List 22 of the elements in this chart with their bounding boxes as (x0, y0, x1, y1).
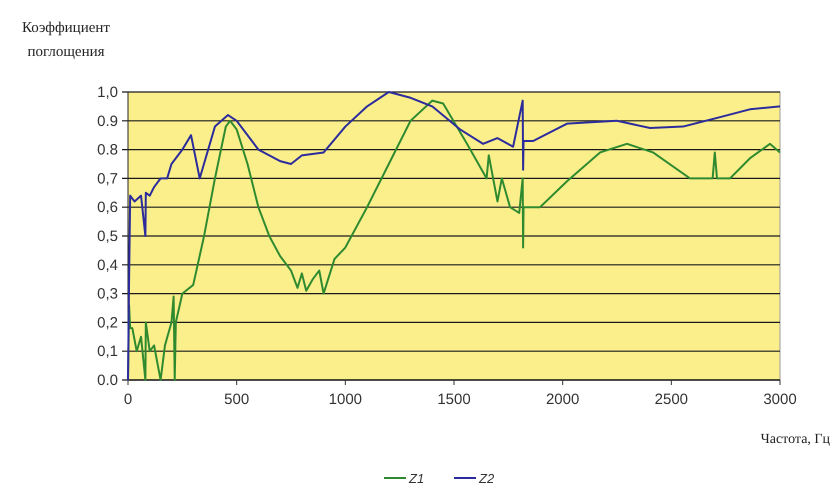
x-tick-label: 3000 (763, 391, 797, 408)
y-tick-label: 0,2 (97, 314, 118, 332)
y-tick-label: 0,4 (97, 256, 118, 274)
x-tick-label: 2500 (654, 391, 688, 408)
x-tick-label: 1500 (437, 391, 471, 408)
legend-label: Z1 (408, 471, 424, 486)
x-axis-title: Частота, Гц (760, 432, 830, 447)
y-tick-label: 0,7 (97, 170, 118, 188)
y-tick-label: 0.9 (97, 112, 118, 130)
x-tick-label: 1000 (328, 391, 362, 408)
y-tick-label: 0.0 (97, 372, 118, 389)
y-tick-label: 0.8 (97, 142, 118, 159)
x-tick-label: 500 (224, 391, 250, 408)
y-tick-label: 0,1 (97, 343, 118, 360)
y-tick-label: 0,5 (97, 228, 118, 245)
y-tick-label: 1,0 (97, 84, 118, 101)
y-tick-label: 0,3 (97, 286, 118, 303)
legend-label: Z2 (478, 471, 495, 486)
y-axis-title: Коэффициент поглощения (22, 20, 110, 60)
y-tick-label: 0,6 (97, 199, 118, 216)
x-tick-label: 2000 (546, 391, 580, 408)
x-tick-label: 0 (124, 391, 132, 408)
